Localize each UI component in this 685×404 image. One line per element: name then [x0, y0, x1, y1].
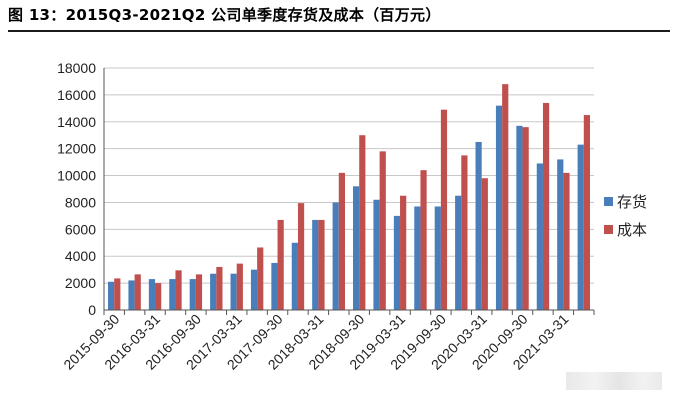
- bar-inventory: [516, 125, 523, 310]
- bar-cost: [277, 219, 284, 310]
- bar-cost: [114, 278, 121, 310]
- y-tick-label: 18000: [57, 60, 96, 76]
- bar-inventory: [414, 206, 421, 310]
- bar-cost: [155, 283, 162, 310]
- bar-inventory: [373, 199, 380, 310]
- legend-swatch-inventory: [604, 197, 613, 206]
- bar-cost: [195, 274, 203, 310]
- bar-cost: [134, 274, 141, 310]
- bar-inventory: [475, 141, 482, 310]
- bar-cost: [481, 178, 488, 310]
- legend-label-cost: 成本: [617, 221, 647, 239]
- title-divider: [8, 30, 670, 32]
- bar-cost: [359, 135, 366, 310]
- bar-inventory: [455, 195, 462, 310]
- bar-inventory: [169, 279, 176, 310]
- bars: [108, 84, 590, 311]
- bar-inventory: [434, 206, 441, 310]
- bar-cost: [175, 270, 182, 310]
- bar-cost: [420, 170, 427, 310]
- y-tick-label: 2000: [65, 275, 96, 291]
- legend-label-inventory: 存货: [617, 193, 647, 211]
- y-tick-label: 4000: [65, 248, 96, 264]
- bar-inventory: [332, 202, 339, 310]
- bar-cost: [297, 203, 305, 310]
- gridlines: [104, 67, 594, 284]
- axes: 0 2000 4000 6000 8000 10000 12000 14000 16000 180…: [57, 60, 595, 373]
- bar-inventory: [271, 262, 278, 310]
- bar-inventory: [189, 279, 196, 310]
- bar-cost: [542, 102, 550, 310]
- bar-cost: [379, 151, 386, 310]
- bar-cost: [236, 263, 243, 310]
- y-tick-label: 12000: [57, 141, 96, 157]
- bar-inventory: [250, 269, 258, 310]
- bar-cost: [257, 247, 264, 310]
- bar-inventory: [312, 219, 319, 310]
- bar-cost: [563, 172, 570, 310]
- bar-inventory: [148, 279, 156, 310]
- bar-inventory: [495, 105, 503, 311]
- bar-cost: [461, 155, 468, 310]
- bar-inventory: [108, 281, 115, 310]
- y-tick-label: 14000: [57, 114, 96, 130]
- bar-cost: [400, 195, 407, 310]
- y-tick-label: 10000: [57, 168, 96, 184]
- bar-cost: [216, 266, 223, 310]
- bar-inventory: [353, 186, 360, 310]
- bar-inventory: [536, 163, 543, 310]
- bar-cost: [338, 172, 345, 310]
- figure-title: 图 13：2015Q3-2021Q2 公司单季度存货及成本（百万元）: [8, 6, 441, 24]
- y-tick-label: 16000: [57, 87, 96, 103]
- bar-cost: [440, 109, 448, 310]
- y-tick-label: 8000: [65, 194, 96, 210]
- bar-inventory: [210, 273, 217, 310]
- bar-cost: [318, 219, 325, 310]
- bar-inventory: [557, 159, 564, 310]
- bar-cost: [502, 84, 509, 310]
- watermark-blur: [566, 372, 662, 390]
- bar-inventory: [291, 242, 298, 310]
- bar-inventory: [128, 280, 135, 310]
- bar-cost: [522, 127, 529, 311]
- bar-inventory: [577, 144, 584, 310]
- y-tick-label: 6000: [65, 221, 96, 237]
- bar-inventory: [393, 215, 401, 310]
- bar-inventory: [230, 273, 237, 310]
- legend-swatch-cost: [604, 225, 613, 234]
- y-tick-label: 0: [88, 302, 96, 318]
- bar-cost: [583, 115, 590, 310]
